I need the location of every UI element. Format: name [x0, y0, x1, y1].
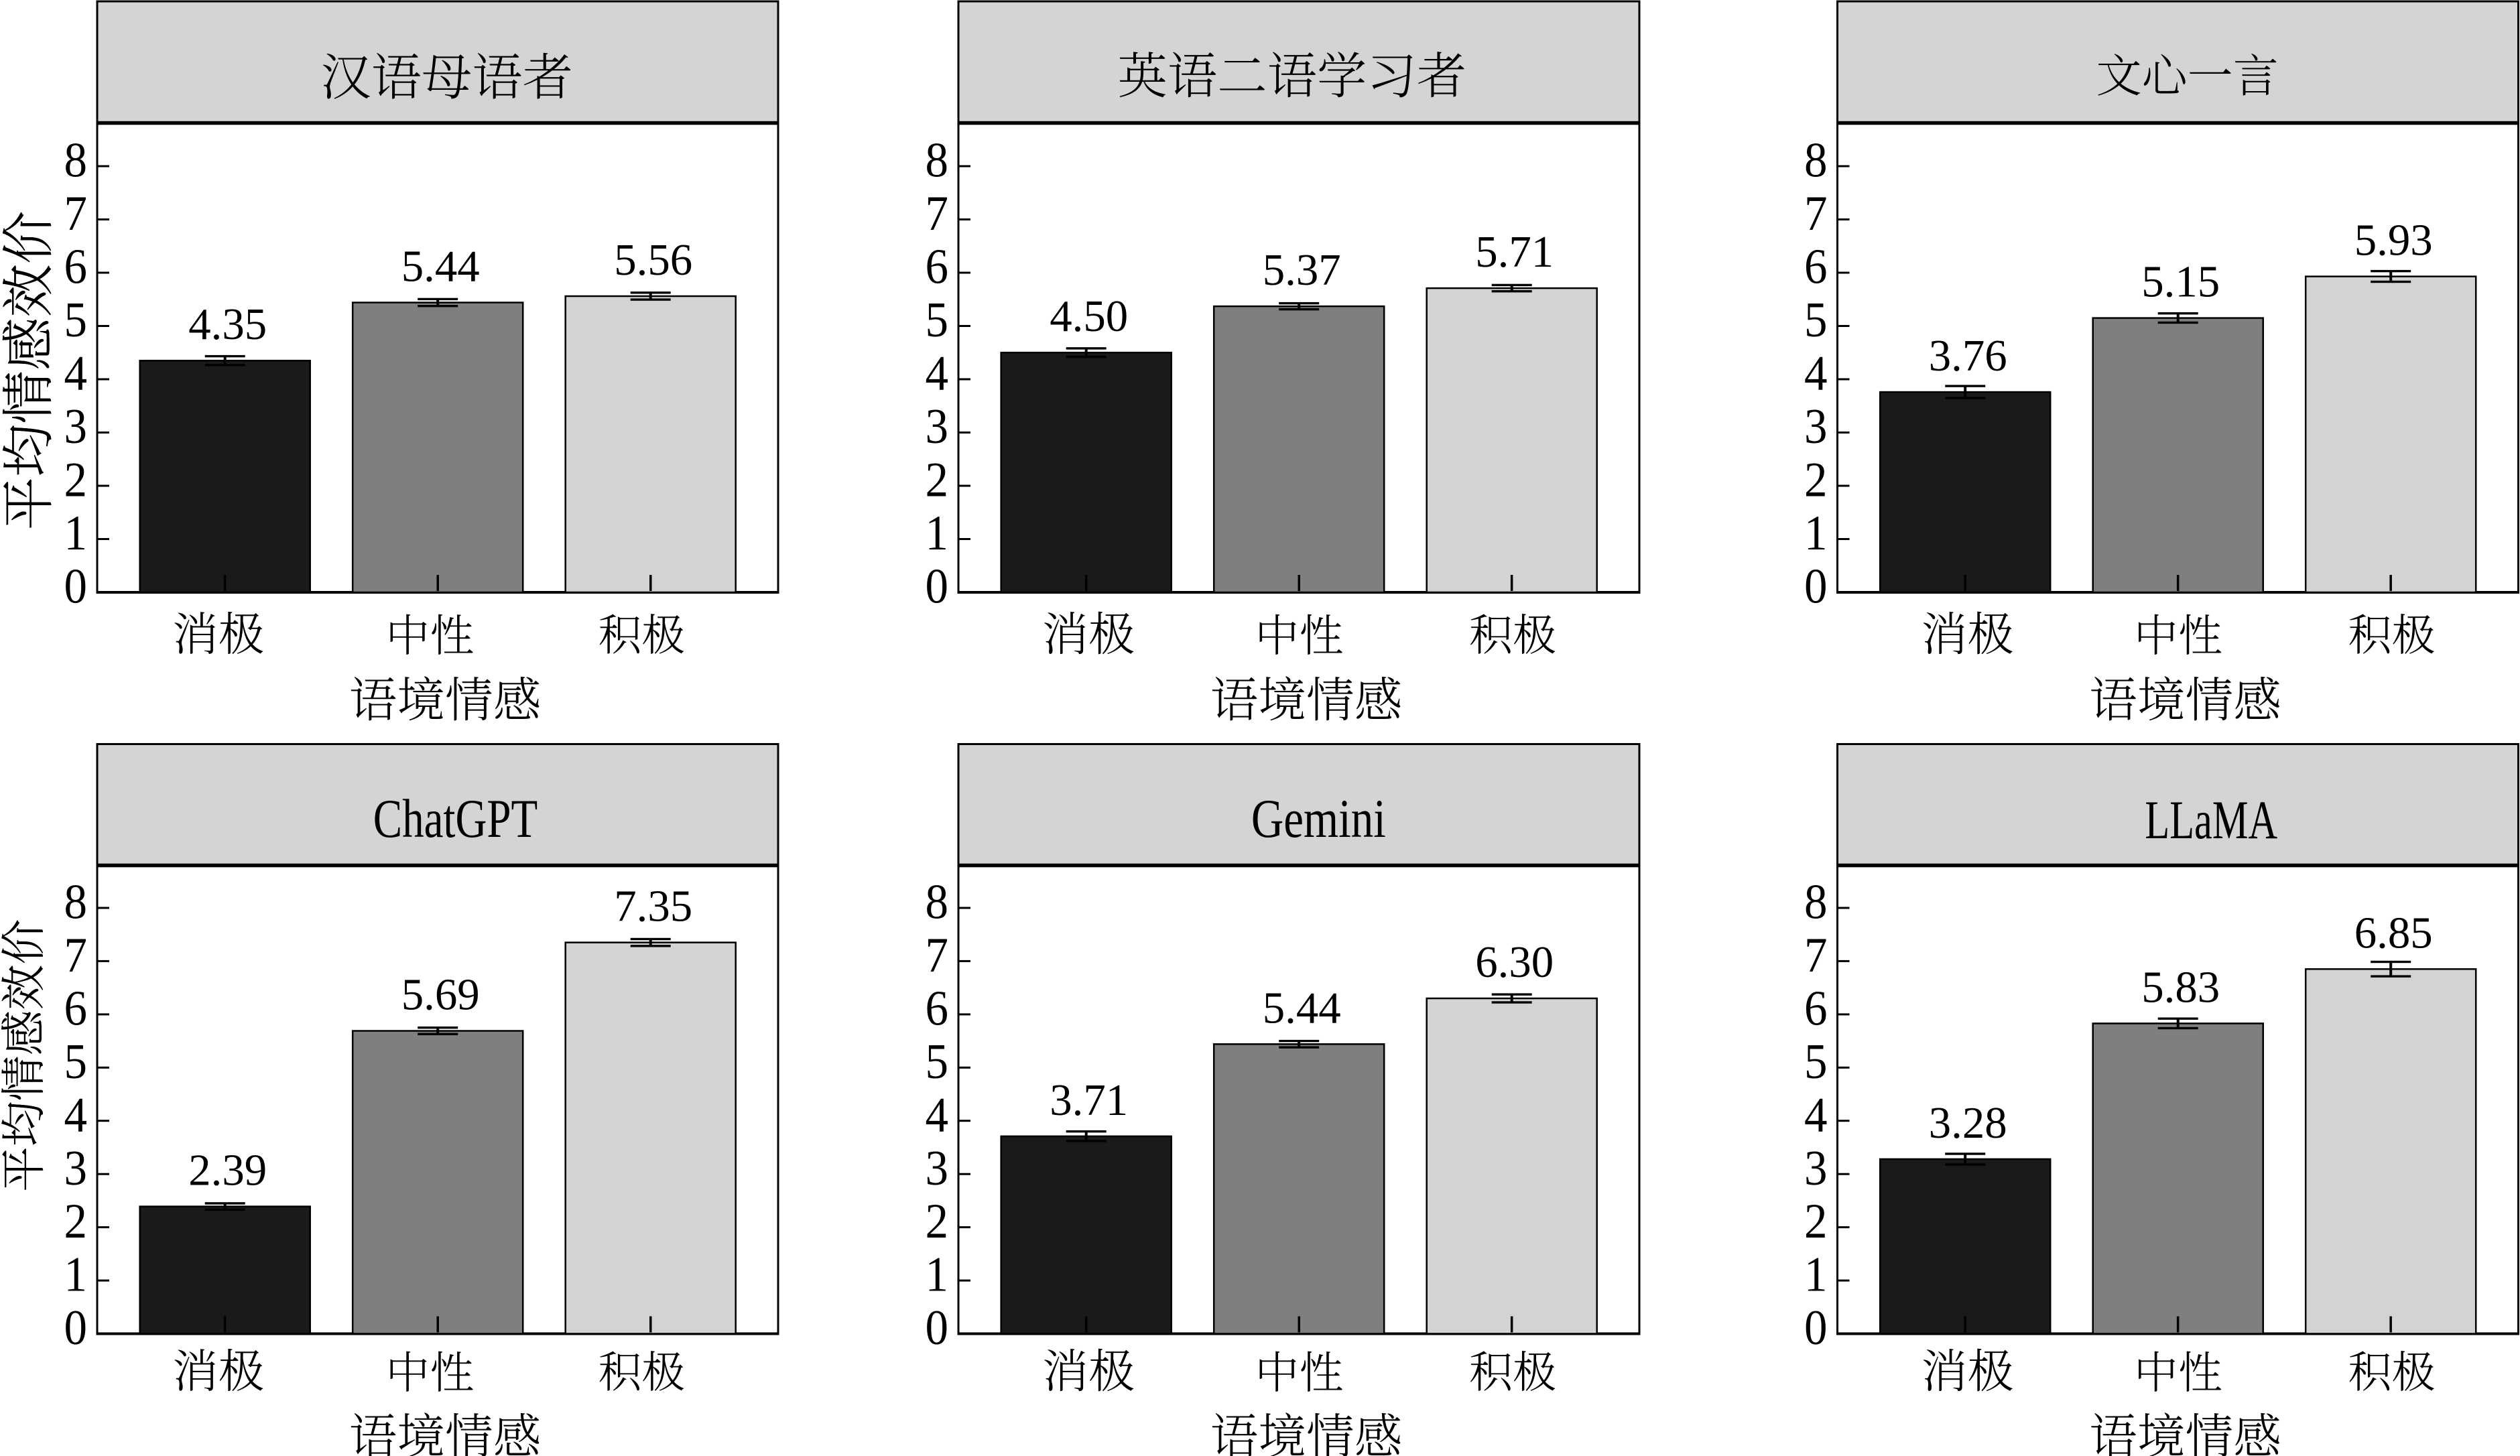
svg-text:0: 0	[926, 1301, 949, 1355]
svg-text:2: 2	[64, 453, 88, 508]
svg-text:7: 7	[1804, 928, 1828, 983]
svg-text:4: 4	[1804, 1087, 1828, 1142]
svg-text:0: 0	[64, 1301, 88, 1355]
svg-text:0: 0	[1804, 1301, 1828, 1355]
svg-text:7: 7	[1804, 186, 1828, 241]
svg-text:0: 0	[64, 559, 88, 614]
svg-text:6.85: 6.85	[2354, 908, 2433, 957]
svg-text:6: 6	[64, 982, 88, 1037]
svg-text:8: 8	[64, 133, 88, 188]
svg-text:4: 4	[64, 346, 88, 401]
svg-text:1: 1	[926, 506, 949, 561]
svg-text:1: 1	[64, 506, 88, 561]
svg-text:5.71: 5.71	[1475, 227, 1554, 277]
svg-text:6: 6	[926, 240, 949, 295]
svg-text:2: 2	[1804, 453, 1828, 508]
svg-text:2: 2	[926, 1194, 949, 1249]
svg-text:5.44: 5.44	[401, 242, 480, 291]
svg-text:1: 1	[1804, 506, 1828, 561]
svg-text:7: 7	[64, 186, 88, 241]
svg-text:0: 0	[1804, 559, 1828, 614]
svg-text:5.15: 5.15	[2141, 257, 2220, 307]
svg-text:5: 5	[926, 293, 949, 348]
svg-text:3.76: 3.76	[1929, 331, 2007, 381]
svg-text:5: 5	[64, 1035, 88, 1089]
svg-text:3: 3	[926, 399, 949, 454]
svg-text:7: 7	[64, 928, 88, 983]
svg-text:5.93: 5.93	[2354, 216, 2433, 265]
svg-text:5: 5	[1804, 1035, 1828, 1089]
svg-text:3: 3	[1804, 399, 1828, 454]
svg-text:8: 8	[926, 875, 949, 930]
svg-text:4: 4	[926, 346, 949, 401]
svg-text:5: 5	[926, 1035, 949, 1089]
svg-text:7: 7	[926, 186, 949, 241]
svg-text:6: 6	[64, 240, 88, 295]
svg-text:8: 8	[1804, 875, 1828, 930]
svg-text:2: 2	[1804, 1194, 1828, 1249]
svg-text:5.56: 5.56	[614, 235, 692, 285]
svg-text:1: 1	[64, 1248, 88, 1303]
svg-text:7: 7	[926, 928, 949, 983]
svg-text:6: 6	[1804, 982, 1828, 1037]
svg-text:5.37: 5.37	[1263, 245, 1341, 295]
svg-text:3: 3	[64, 399, 88, 454]
svg-text:LLaMA: LLaMA	[2145, 789, 2277, 850]
svg-text:6: 6	[1804, 240, 1828, 295]
svg-text:4: 4	[1804, 346, 1828, 401]
svg-text:5: 5	[1804, 293, 1828, 348]
svg-text:0: 0	[926, 559, 949, 614]
svg-text:6.30: 6.30	[1475, 937, 1554, 987]
svg-text:8: 8	[926, 133, 949, 188]
svg-text:2.39: 2.39	[188, 1146, 267, 1195]
svg-text:6: 6	[926, 982, 949, 1037]
svg-text:1: 1	[926, 1248, 949, 1303]
svg-text:5.44: 5.44	[1263, 983, 1341, 1033]
svg-text:3.71: 3.71	[1050, 1075, 1128, 1125]
svg-text:4: 4	[926, 1087, 949, 1142]
svg-text:8: 8	[1804, 133, 1828, 188]
svg-text:3: 3	[64, 1141, 88, 1196]
svg-text:5: 5	[64, 293, 88, 348]
svg-text:3.28: 3.28	[1929, 1098, 2007, 1148]
svg-text:4.50: 4.50	[1050, 291, 1128, 341]
svg-text:7.35: 7.35	[614, 882, 692, 931]
svg-text:ChatGPT: ChatGPT	[373, 788, 538, 849]
svg-text:5.83: 5.83	[2141, 962, 2220, 1012]
svg-text:8: 8	[64, 875, 88, 930]
svg-text:3: 3	[1804, 1141, 1828, 1196]
svg-text:5.69: 5.69	[401, 970, 480, 1020]
svg-text:Gemini: Gemini	[1251, 788, 1386, 849]
svg-text:2: 2	[926, 453, 949, 508]
svg-text:4: 4	[64, 1087, 88, 1142]
svg-text:1: 1	[1804, 1248, 1828, 1303]
svg-text:2: 2	[64, 1194, 88, 1249]
svg-text:3: 3	[926, 1141, 949, 1196]
svg-text:4.35: 4.35	[188, 300, 267, 349]
